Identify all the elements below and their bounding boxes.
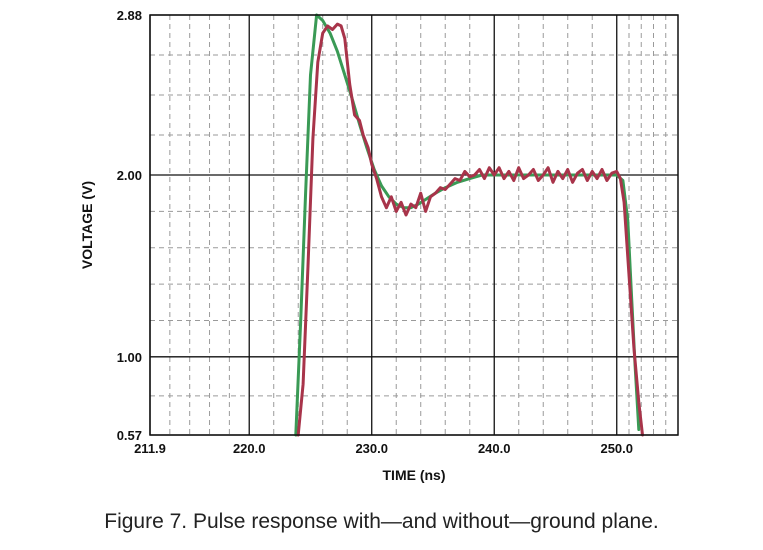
y-tick-labels: 0.57 1.00 2.00 2.88 [117, 8, 142, 443]
y-axis-title: VOLTAGE (V) [79, 181, 95, 269]
plot-frame [149, 14, 679, 436]
x-tick-label: 230.0 [355, 441, 388, 456]
x-tick-labels: 211.9 220.0 230.0 240.0 250.0 [134, 441, 633, 456]
series-line-red [296, 22, 644, 437]
x-axis-title: TIME (ns) [383, 467, 446, 483]
y-tick-label: 2.00 [117, 168, 142, 183]
minor-grid [150, 15, 678, 435]
x-tick-label: 250.0 [600, 441, 633, 456]
series-layer [294, 13, 644, 437]
x-tick-label: 211.9 [134, 441, 166, 456]
figure-caption: Figure 7. Pulse response with—and withou… [104, 510, 659, 533]
y-tick-label: 2.88 [117, 8, 142, 23]
y-tick-label: 0.57 [117, 428, 142, 443]
x-tick-label: 220.0 [233, 441, 266, 456]
pulse-response-chart: 211.9 220.0 230.0 240.0 250.0 0.57 1.00 2.00 2.… [79, 8, 679, 483]
y-tick-label: 1.00 [117, 350, 142, 365]
x-tick-label: 240.0 [478, 441, 511, 456]
